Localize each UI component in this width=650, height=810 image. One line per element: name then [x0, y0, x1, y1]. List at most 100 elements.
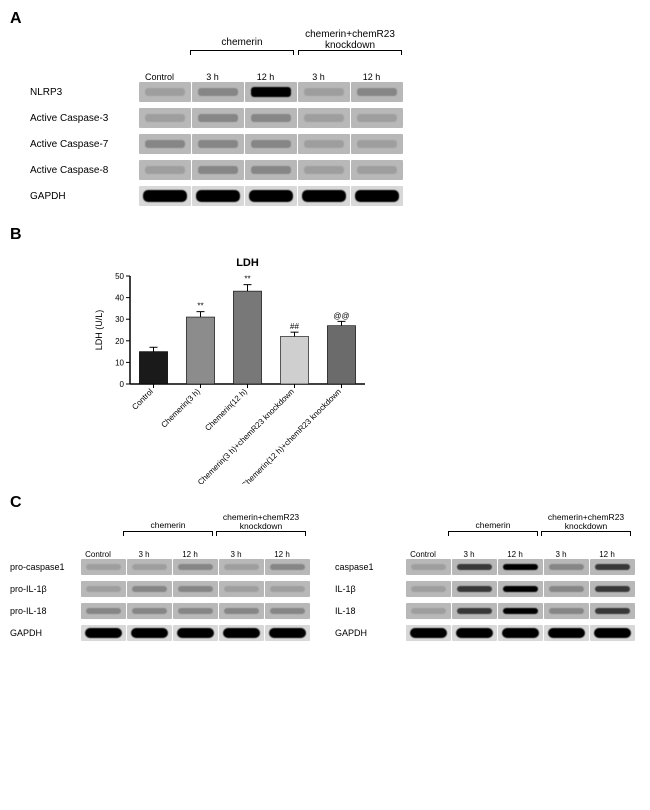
c-right-lane-labels: Control3 h12 h3 h12 h [400, 550, 640, 559]
band [503, 564, 538, 570]
band [145, 114, 185, 122]
blot-row: pro-IL-1β [10, 581, 315, 597]
lane [298, 186, 350, 206]
blot-row: Active Caspase-7 [30, 134, 640, 154]
svg-text:40: 40 [115, 294, 124, 303]
band [198, 140, 238, 148]
band [85, 628, 122, 638]
blot-lanes [406, 625, 635, 641]
band [86, 586, 121, 592]
panel-b-label: B [10, 226, 640, 244]
lane [81, 581, 126, 597]
lane [245, 186, 297, 206]
svg-text:50: 50 [115, 272, 124, 281]
lane-label: 3 h [538, 550, 584, 559]
c-right-knockdown: chemerin+chemR23 knockdown [540, 513, 632, 531]
band [304, 88, 344, 96]
blot-lanes [81, 603, 310, 619]
band [270, 608, 305, 614]
lane [351, 82, 403, 102]
band [251, 166, 291, 174]
blot-row: GAPDH [30, 186, 640, 206]
lane [192, 108, 244, 128]
blot-row-label: Active Caspase-7 [30, 139, 139, 150]
blot-lanes [139, 134, 403, 154]
svg-text:@@: @@ [333, 311, 349, 320]
lane [139, 186, 191, 206]
band [224, 586, 259, 592]
panel-c-right-header: chemerin chemerin+chemR23 knockdown [335, 516, 640, 550]
lane [265, 559, 310, 575]
lane [452, 603, 497, 619]
blot-row-label: caspase1 [335, 562, 406, 572]
c-right-chemerin: chemerin [447, 520, 539, 530]
blot-row: GAPDH [10, 625, 315, 641]
lane-label: 12 h [167, 550, 213, 559]
band [357, 166, 397, 174]
lane [452, 625, 497, 641]
lane-label: 12 h [584, 550, 630, 559]
band [145, 166, 185, 174]
lane [298, 160, 350, 180]
band [411, 564, 446, 570]
lane [298, 82, 350, 102]
panel-c-left-header: chemerin chemerin+chemR23 knockdown [10, 516, 315, 550]
lane [139, 160, 191, 180]
lane [127, 603, 172, 619]
band [357, 114, 397, 122]
band [145, 140, 185, 148]
panel-a: A chemerin chemerin+chemR23 knockdown Co… [10, 10, 640, 206]
lane [81, 625, 126, 641]
lane [351, 160, 403, 180]
svg-text:30: 30 [115, 315, 124, 324]
svg-text:0: 0 [120, 380, 125, 389]
band [132, 608, 167, 614]
band [549, 564, 584, 570]
panel-c-content: chemerin chemerin+chemR23 knockdown Cont… [10, 516, 640, 647]
band [269, 628, 306, 638]
lane [544, 559, 589, 575]
band [178, 608, 213, 614]
blot-lanes [139, 186, 403, 206]
band [177, 628, 214, 638]
c-left-knockdown: chemerin+chemR23 knockdown [215, 513, 307, 531]
lane-label: Control [75, 550, 121, 559]
lane [219, 625, 264, 641]
lane [192, 186, 244, 206]
c-right-rows: caspase1 IL-1β IL-18 GAPDH [335, 559, 640, 641]
band [411, 586, 446, 592]
svg-text:**: ** [244, 275, 250, 284]
lane [544, 603, 589, 619]
svg-text:Chemerin(3 h): Chemerin(3 h) [159, 387, 202, 430]
lane [590, 559, 635, 575]
lane [590, 625, 635, 641]
blot-row-label: IL-1β [335, 584, 406, 594]
bracket-chemerin [190, 50, 294, 55]
band [302, 190, 346, 202]
band [249, 190, 293, 202]
blot-row: Active Caspase-3 [30, 108, 640, 128]
svg-text:Chemerin(3 h)+chemR23 knockdow: Chemerin(3 h)+chemR23 knockdown [196, 387, 296, 484]
blot-row: NLRP3 [30, 82, 640, 102]
blot-row-label: Active Caspase-3 [30, 113, 139, 124]
band [251, 114, 291, 122]
band [503, 586, 538, 592]
blot-row: GAPDH [335, 625, 640, 641]
lane-label: 12 h [259, 550, 305, 559]
band [196, 190, 240, 202]
band [251, 87, 291, 97]
band [410, 628, 447, 638]
lane [139, 108, 191, 128]
blot-row: IL-1β [335, 581, 640, 597]
band [355, 190, 399, 202]
blot-row-label: IL-18 [335, 606, 406, 616]
band [198, 88, 238, 96]
lane [245, 108, 297, 128]
lane [127, 581, 172, 597]
lane [298, 108, 350, 128]
blot-row: caspase1 [335, 559, 640, 575]
lane-label: 3 h [121, 550, 167, 559]
blot-lanes [81, 625, 310, 641]
ldh-chart-svg: LDH01020304050LDH (U/L)Control**Chemerin… [90, 254, 370, 484]
lane-label: 3 h [213, 550, 259, 559]
